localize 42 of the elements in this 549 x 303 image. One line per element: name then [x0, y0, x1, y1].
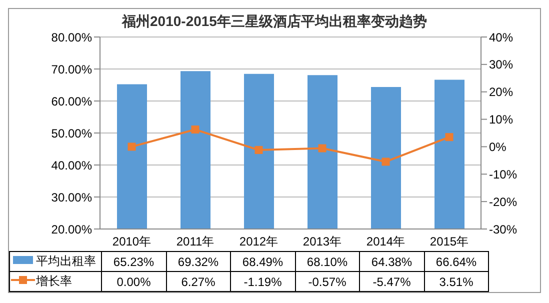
legend-label: 平均出租率	[36, 254, 96, 268]
data-label: 0.00%	[102, 272, 166, 292]
x-tick-label: 2014年	[366, 234, 406, 249]
point	[318, 144, 326, 152]
data-label: 66.64%	[424, 252, 488, 272]
legend-label: 增长率	[36, 274, 72, 288]
y2-tick-label: 30%	[489, 58, 514, 72]
data-label: 68.10%	[295, 252, 360, 272]
point	[445, 133, 454, 142]
x-tick-label: 2010年	[112, 234, 152, 249]
y-tick-label: 70.00%	[51, 62, 92, 76]
y-tick-label: 30.00%	[51, 190, 92, 204]
data-label: 69.32%	[166, 252, 230, 272]
data-label: -0.57%	[295, 272, 360, 292]
y2-tick-label: 40%	[489, 30, 514, 44]
point	[191, 126, 200, 134]
chart-title: 福州2010-2015年三星级酒店平均出租率变动趋势	[122, 13, 427, 29]
y-tick-label: 20.00%	[51, 222, 92, 236]
point	[382, 158, 390, 166]
data-label: 65.23%	[102, 252, 166, 272]
y-tick-label: 80.00%	[51, 30, 92, 44]
y2-tick-label: -20%	[489, 194, 518, 209]
y2-tick-label: 10%	[489, 112, 514, 127]
x-tick-label: 2012年	[239, 234, 278, 249]
y2-tick-label: -30%	[489, 222, 518, 236]
y2-tick-label: -10%	[489, 167, 518, 182]
y-tick-label: 60.00%	[51, 94, 92, 108]
x-tick-label: 2011年	[176, 234, 214, 249]
y2-tick-label: 20%	[489, 85, 514, 100]
x-tick-label: 2013年	[302, 234, 342, 249]
data-label: -1.19%	[230, 272, 295, 292]
data-label: -5.47%	[360, 272, 424, 292]
data-label: 3.51%	[424, 272, 488, 292]
data-label: 6.27%	[166, 272, 230, 292]
point	[254, 146, 263, 154]
data-label: 64.38%	[360, 252, 424, 272]
point	[128, 142, 136, 151]
x-tick-label: 2015年	[430, 234, 469, 249]
y-tick-label: 40.00%	[51, 158, 92, 172]
y-tick-label: 50.00%	[51, 126, 92, 140]
y2-tick-label: 0%	[489, 140, 507, 154]
data-label: 68.49%	[230, 252, 295, 272]
